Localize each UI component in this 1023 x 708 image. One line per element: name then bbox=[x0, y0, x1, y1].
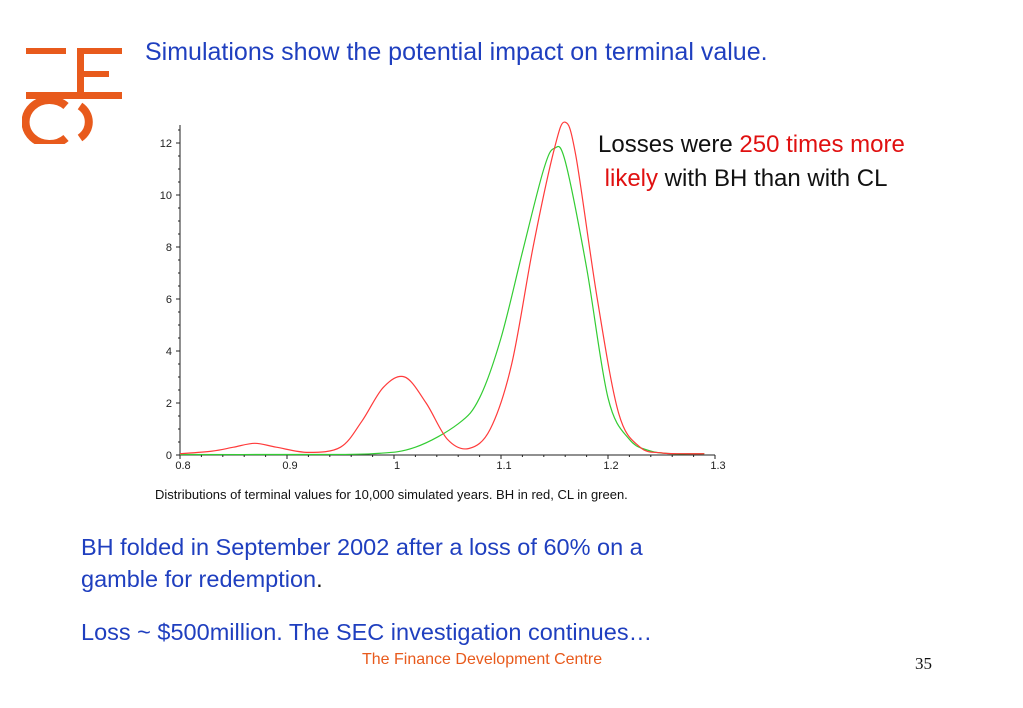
y-tick-label: 10 bbox=[160, 190, 172, 202]
y-tick-label: 12 bbox=[160, 138, 172, 150]
y-tick-label: 0 bbox=[166, 450, 172, 462]
page-number: 35 bbox=[915, 654, 932, 673]
callout-text: Losses were 250 times more likely with B… bbox=[598, 128, 905, 196]
x-tick-label: 1.3 bbox=[710, 460, 725, 470]
x-tick-label: 0.9 bbox=[282, 460, 297, 470]
x-tick-label: 1.1 bbox=[496, 460, 511, 470]
callout-prefix: Losses were bbox=[598, 131, 740, 158]
slide-title: Simulations show the potential impact on… bbox=[145, 38, 768, 66]
y-tick-label: 4 bbox=[166, 346, 172, 358]
series-line-bh bbox=[179, 121, 705, 455]
paragraph-collapse: BH folded in September 2002 after a loss… bbox=[81, 531, 643, 595]
footer-text: The Finance Development Centre bbox=[362, 651, 603, 668]
x-tick-label: 0.8 bbox=[175, 460, 190, 470]
fdc-logo-icon bbox=[21, 44, 122, 148]
paragraph-collapse-period: . bbox=[316, 566, 323, 592]
paragraph-loss: Loss ~ $500million. The SEC investigatio… bbox=[81, 619, 653, 645]
callout-highlight-1: 250 times more bbox=[739, 131, 905, 158]
series-line-cl bbox=[179, 145, 705, 456]
y-tick-label: 6 bbox=[166, 294, 172, 306]
paragraph-collapse-line-1: BH folded in September 2002 after a loss… bbox=[81, 534, 643, 560]
x-tick-label: 1.2 bbox=[603, 460, 618, 470]
chart-caption: Distributions of terminal values for 10,… bbox=[155, 487, 628, 502]
callout-highlight-2: likely bbox=[604, 165, 659, 192]
y-tick-label: 8 bbox=[166, 242, 172, 254]
paragraph-collapse-line-2: gamble for redemption bbox=[81, 566, 317, 592]
distribution-chart: 0 2 4 6 8 10 12 0.8 0.9 1 1.1 1.2 1.3 bbox=[160, 121, 726, 470]
y-tick-label: 2 bbox=[166, 398, 172, 410]
x-tick-label: 1 bbox=[394, 460, 400, 470]
callout-suffix: with BH than with CL bbox=[658, 165, 888, 192]
